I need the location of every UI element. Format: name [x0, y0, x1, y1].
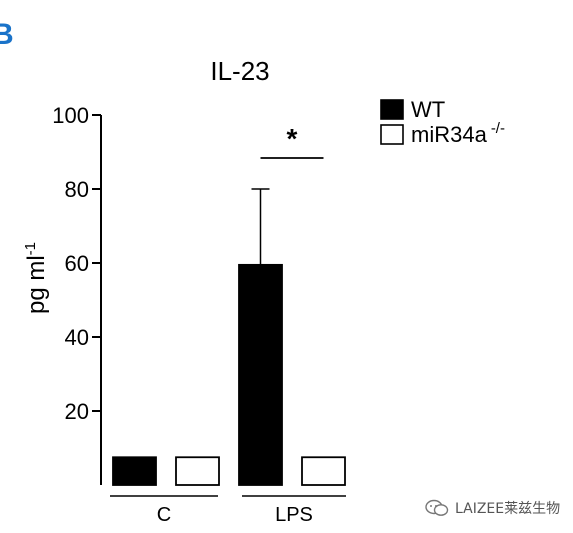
legend-label-text: miR34a: [411, 122, 488, 147]
y-axis-label: pg ml-1: [22, 242, 50, 314]
legend-label-sup: -/-: [491, 120, 505, 137]
bars: *: [112, 123, 346, 486]
y-tick-label: 80: [65, 177, 89, 202]
legend-swatch-mir34a: [380, 124, 404, 145]
y-axis: 20 40 60 80 100: [52, 103, 102, 485]
chart-title: IL-23: [210, 56, 269, 86]
watermark-text: LAIZEE莱兹生物: [455, 501, 561, 517]
watermark: LAIZEE莱兹生物: [425, 497, 560, 519]
legend-swatch-wt: [380, 99, 404, 120]
panel-letter: B: [0, 18, 14, 51]
y-axis-label-sup: -1: [22, 242, 39, 255]
y-tick-label: 60: [65, 251, 89, 276]
bar-wt-lps: [238, 263, 283, 486]
group-labels: C LPS: [110, 495, 346, 526]
bar-mir34a-lps: [301, 456, 346, 486]
legend-label-mir34a: miR34a -/-: [411, 120, 505, 147]
wechat-icon: [425, 499, 449, 516]
bar-wt-c: [112, 456, 157, 486]
y-tick-label: 100: [52, 103, 89, 128]
legend-label-wt: WT: [411, 97, 445, 122]
y-tick-label: 40: [65, 325, 89, 350]
y-tick-label: 20: [65, 399, 89, 424]
legend-label-text: WT: [411, 97, 445, 122]
bar-mir34a-c: [175, 456, 220, 486]
significance-label: *: [287, 123, 298, 154]
group-label-c: C: [157, 504, 171, 526]
group-label-lps: LPS: [275, 504, 313, 526]
y-axis-label-base: pg ml: [23, 255, 50, 314]
